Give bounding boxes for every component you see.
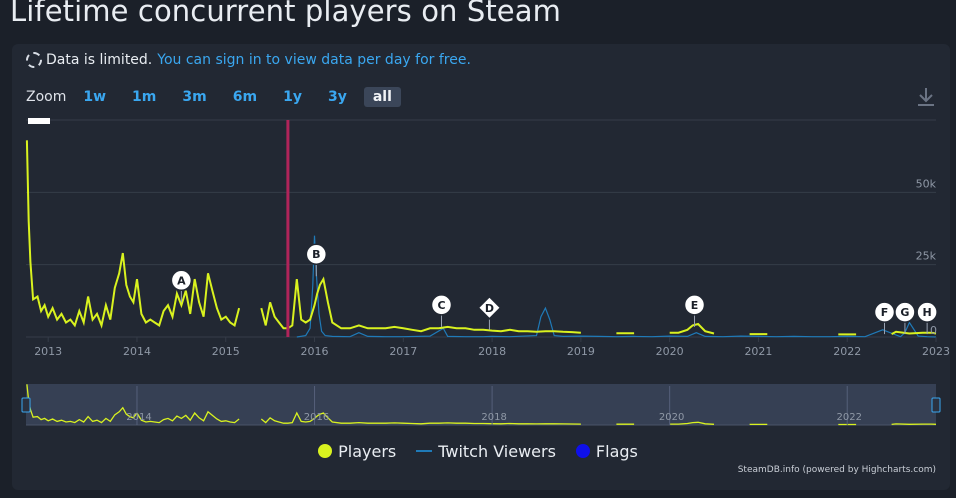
flag-label: C bbox=[437, 299, 445, 312]
zoom-label: Zoom bbox=[26, 89, 67, 105]
navigator-mask bbox=[26, 384, 936, 425]
navigator-left-handle bbox=[21, 397, 31, 413]
x-tick-label: 2016 bbox=[301, 345, 329, 358]
twitch-legend-line-icon bbox=[416, 450, 433, 452]
legend-item-players[interactable]: Players bbox=[318, 442, 396, 461]
flag-label: A bbox=[177, 274, 186, 287]
legend-label-flags: Flags bbox=[595, 441, 638, 461]
chart-legend: Players Twitch Viewers Flags bbox=[0, 440, 956, 462]
range-start-handle bbox=[28, 118, 50, 124]
navigator-tick-label: 2016 bbox=[304, 412, 329, 423]
x-tick-label: 2021 bbox=[744, 345, 772, 358]
navigator-players-line bbox=[26, 384, 937, 426]
highcharts-credit[interactable]: SteamDB.info (powered by Highcharts.com) bbox=[737, 465, 936, 475]
flag-e: E bbox=[683, 294, 706, 327]
flag-f: F bbox=[873, 301, 896, 335]
flag-label: F bbox=[881, 306, 889, 319]
x-tick-label: 2017 bbox=[389, 345, 417, 358]
flag-label: H bbox=[923, 306, 932, 319]
twitch-viewers-line bbox=[296, 235, 937, 338]
x-tick-label: 2019 bbox=[567, 345, 595, 358]
flag-label: E bbox=[691, 299, 699, 312]
x-tick-label: 2015 bbox=[212, 345, 240, 358]
data-limited-text: Data is limited. bbox=[46, 52, 153, 68]
y-tick-label: 50k bbox=[916, 177, 937, 190]
y-tick-label: 25k bbox=[916, 250, 937, 263]
zoom-3m-button[interactable]: 3m bbox=[182, 89, 207, 105]
x-tick-label: 2020 bbox=[656, 345, 684, 358]
flag-g: G bbox=[894, 301, 916, 335]
navigator-tick-label: 2018 bbox=[481, 412, 506, 423]
zoom-6m-button[interactable]: 6m bbox=[232, 89, 258, 105]
zoom-bar: Zoom 1w 1m 3m 6m 1y 3y all bbox=[26, 86, 409, 108]
navigator-tick-label: 2014 bbox=[126, 412, 151, 423]
players-line bbox=[25, 140, 937, 336]
y-tick-label: 0 bbox=[930, 324, 937, 337]
flag-circle bbox=[916, 301, 938, 323]
navigator-tick-label: 2022 bbox=[836, 412, 861, 423]
players-legend-dot-icon bbox=[318, 444, 333, 458]
x-tick-label: 2022 bbox=[833, 345, 861, 358]
x-tick-label: 2013 bbox=[34, 345, 62, 358]
flag-label: D bbox=[485, 302, 494, 315]
legend-item-flags[interactable]: Flags bbox=[575, 441, 638, 461]
flags-legend-dot-icon bbox=[575, 444, 590, 458]
zoom-1m-button[interactable]: 1m bbox=[132, 89, 157, 105]
flag-d: D bbox=[477, 295, 502, 330]
flag-circle bbox=[894, 301, 916, 323]
x-tick-label: 2023 bbox=[922, 345, 950, 358]
flag-c: C bbox=[430, 294, 453, 327]
flag-circle bbox=[170, 269, 193, 292]
x-tick-label: 2014 bbox=[123, 345, 151, 358]
legend-item-twitch[interactable]: Twitch Viewers bbox=[416, 442, 556, 461]
flag-circle bbox=[430, 294, 453, 316]
dashed-circle-icon bbox=[26, 52, 42, 68]
flag-circle bbox=[683, 294, 706, 316]
flag-a: A bbox=[170, 269, 193, 303]
download-icon[interactable] bbox=[915, 86, 937, 108]
legend-label-twitch: Twitch Viewers bbox=[438, 441, 556, 461]
page-title: Lifetime concurrent players on Steam bbox=[10, 0, 561, 28]
flag-circle bbox=[305, 243, 328, 265]
flag-label: G bbox=[900, 306, 909, 319]
zoom-1w-button[interactable]: 1w bbox=[83, 89, 107, 105]
legend-label-players: Players bbox=[338, 441, 397, 461]
x-tick-label: 2018 bbox=[478, 345, 506, 358]
flag-h: H bbox=[916, 301, 938, 335]
zoom-all-button[interactable]: all bbox=[363, 87, 401, 107]
sign-in-link[interactable]: You can sign in to view data per day for… bbox=[157, 52, 471, 68]
zoom-1y-button[interactable]: 1y bbox=[283, 89, 302, 105]
navigator-tick-label: 2020 bbox=[659, 412, 684, 423]
zoom-3y-button[interactable]: 3y bbox=[327, 89, 347, 105]
navigator-right-handle bbox=[931, 397, 941, 413]
flag-diamond bbox=[477, 295, 502, 320]
flag-label: B bbox=[312, 248, 320, 261]
flag-b: B bbox=[305, 243, 328, 277]
data-limited-notice: Data is limited. You can sign in to view… bbox=[26, 51, 471, 69]
